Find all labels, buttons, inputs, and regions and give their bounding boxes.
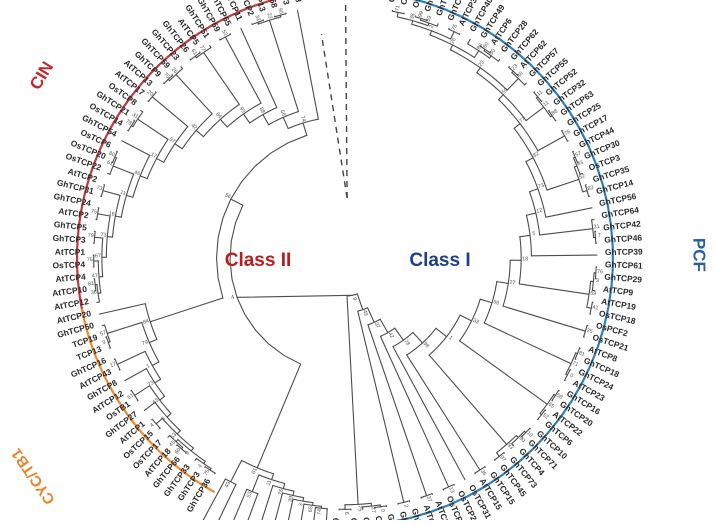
svg-text:39: 39 xyxy=(288,496,295,503)
svg-text:7: 7 xyxy=(598,233,601,239)
svg-text:27: 27 xyxy=(370,507,377,514)
svg-text:75: 75 xyxy=(356,505,362,511)
svg-text:18: 18 xyxy=(522,256,528,262)
svg-text:76: 76 xyxy=(597,269,603,275)
svg-text:Class II: Class II xyxy=(225,250,292,271)
svg-text:67: 67 xyxy=(95,253,101,259)
svg-text:AtTCP1: AtTCP1 xyxy=(55,247,86,257)
svg-text:GhTCP61: GhTCP61 xyxy=(605,259,643,270)
svg-text:47: 47 xyxy=(92,273,98,279)
svg-text:6: 6 xyxy=(343,512,349,515)
svg-text:73: 73 xyxy=(100,232,107,239)
svg-text:74: 74 xyxy=(317,509,324,516)
svg-text:75: 75 xyxy=(90,209,97,216)
svg-text:59: 59 xyxy=(590,291,597,298)
svg-text:GhTCP39: GhTCP39 xyxy=(605,247,643,257)
svg-text:76: 76 xyxy=(87,257,93,263)
svg-text:GhTCP3: GhTCP3 xyxy=(52,233,86,245)
svg-text:81: 81 xyxy=(88,281,95,288)
svg-text:71: 71 xyxy=(394,5,401,12)
svg-text:36: 36 xyxy=(91,289,98,296)
svg-text:31: 31 xyxy=(593,224,600,231)
svg-text:PCF: PCF xyxy=(689,238,708,272)
svg-text:16: 16 xyxy=(108,211,115,218)
svg-text:65: 65 xyxy=(308,506,315,513)
svg-text:OsTCP4: OsTCP4 xyxy=(52,259,85,270)
svg-text:Class I: Class I xyxy=(409,250,470,271)
svg-text:27: 27 xyxy=(509,280,516,287)
svg-text:41: 41 xyxy=(592,304,599,311)
svg-text:3: 3 xyxy=(596,278,600,284)
svg-text:79: 79 xyxy=(87,233,93,239)
